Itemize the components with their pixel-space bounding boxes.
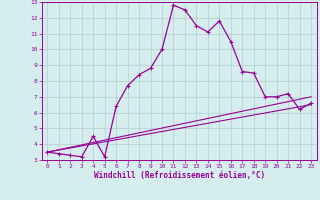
X-axis label: Windchill (Refroidissement éolien,°C): Windchill (Refroidissement éolien,°C) bbox=[94, 171, 265, 180]
